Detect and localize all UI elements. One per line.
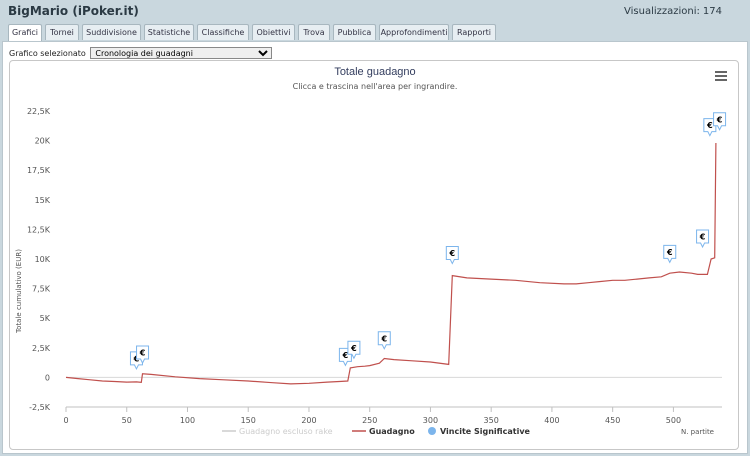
legend: Guadagno escluso rake Guadagno Vincite S…	[222, 427, 531, 436]
euro-icon: €	[699, 232, 706, 241]
chart-selector[interactable]: Cronologia dei guadagni	[90, 47, 273, 59]
y-axis-ticks: -2,5K 0 2,5K 5K 7,5K 10K 12,5K 15K 17,5K 20K 22,5K	[27, 107, 51, 412]
y-tick-label: 17,5K	[27, 166, 51, 175]
flag-shape	[445, 246, 459, 265]
legend-circle-icon	[428, 427, 436, 435]
x-tick-label: 0	[63, 416, 68, 425]
euro-icon: €	[716, 115, 723, 124]
chart-selector-label: Grafico selezionato	[9, 49, 86, 58]
significant-win-flag-icon: €	[136, 345, 150, 365]
significant-wins-markers: €€€€€€€€€€	[129, 112, 727, 371]
tab-statistiche[interactable]: Statistiche	[144, 24, 194, 40]
tab-rapporti[interactable]: Rapporti	[452, 24, 496, 40]
legend-item-vincite[interactable]: Vincite Significative	[428, 427, 531, 436]
x-axis-ticks: 0 50 100 150 200 250 300 350 400 450 500	[63, 407, 681, 425]
x-tick-label: 350	[484, 416, 499, 425]
flag-shape	[663, 244, 677, 264]
tab-approfondimenti[interactable]: Approfondimenti	[379, 24, 449, 40]
earnings-chart[interactable]: -2,5K 0 2,5K 5K 7,5K 10K 12,5K 15K 17,5K 20K 22,5K…	[10, 61, 740, 451]
x-tick-label: 200	[301, 416, 316, 425]
legend-label-vincite: Vincite Significative	[440, 427, 531, 436]
significant-win-flag-icon: €	[377, 331, 391, 350]
chart-subtitle: Clicca e trascina nell'area per ingrandi…	[293, 82, 458, 91]
y-axis-title: Totale cumulativo (EUR)	[15, 249, 23, 334]
menu-icon[interactable]	[712, 69, 730, 83]
title-bar: BigMario (iPoker.it) Visualizzazioni: 174	[0, 0, 750, 24]
views-count: 174	[702, 6, 722, 17]
chart-selector-row: Grafico selezionato Cronologia dei guada…	[9, 47, 273, 59]
significant-win-flag-icon: €	[663, 244, 677, 264]
app-title: BigMario (iPoker.it)	[8, 4, 139, 18]
tab-tornei[interactable]: Tornei	[45, 24, 79, 40]
y-tick-label: 12,5K	[27, 225, 51, 234]
y-tick-label: 7,5K	[32, 285, 51, 294]
y-tick-label: 20K	[35, 137, 51, 146]
significant-win-flag-icon: €	[347, 340, 361, 360]
y-tick-label: 15K	[35, 196, 51, 205]
significant-win-flag-icon: €	[713, 112, 727, 131]
chart-title: Totale guadagno	[334, 66, 415, 78]
x-tick-label: 500	[666, 416, 681, 425]
x-axis-title: N. partite	[681, 428, 714, 436]
tab-pubblica[interactable]: Pubblica	[333, 24, 376, 40]
significant-win-flag-icon: €	[696, 229, 710, 249]
x-tick-label: 300	[423, 416, 438, 425]
series-line-guadagno	[65, 142, 717, 385]
significant-win-flag-icon: €	[445, 246, 459, 265]
y-tick-label: 5K	[40, 314, 51, 323]
x-tick-label: 450	[605, 416, 620, 425]
euro-icon: €	[380, 334, 387, 343]
y-tick-label: 22,5K	[27, 107, 51, 116]
euro-icon: €	[350, 344, 357, 353]
euro-icon: €	[139, 349, 146, 358]
y-tick-label: 2,5K	[32, 344, 51, 353]
x-tick-label: 400	[544, 416, 559, 425]
tab-classifiche[interactable]: Classifiche	[197, 24, 249, 40]
flag-shape	[696, 229, 710, 249]
legend-label-guadagno: Guadagno	[369, 427, 415, 436]
flag-shape	[136, 345, 150, 365]
flag-shape	[347, 340, 361, 360]
x-tick-label: 100	[180, 416, 195, 425]
legend-item-guadagno[interactable]: Guadagno	[352, 427, 415, 436]
x-tick-label: 150	[241, 416, 256, 425]
tab-suddivisione[interactable]: Suddivisione	[82, 24, 141, 40]
euro-icon: €	[449, 249, 456, 258]
content-panel: Grafico selezionato Cronologia dei guada…	[2, 41, 748, 454]
x-tick-label: 50	[122, 416, 132, 425]
y-tick-label: 0	[45, 373, 50, 382]
euro-icon: €	[342, 351, 349, 360]
legend-item-escluso-rake[interactable]: Guadagno escluso rake	[222, 427, 333, 436]
y-tick-label: -2,5K	[29, 403, 51, 412]
euro-icon: €	[706, 121, 713, 130]
tab-obiettivi[interactable]: Obiettivi	[252, 24, 295, 40]
chart-container[interactable]: -2,5K 0 2,5K 5K 7,5K 10K 12,5K 15K 17,5K 20K 22,5K…	[9, 60, 739, 450]
legend-label-escluso-rake: Guadagno escluso rake	[239, 427, 333, 436]
tab-trova[interactable]: Trova	[298, 24, 330, 40]
tab-grafici[interactable]: Grafici	[8, 24, 42, 41]
views-label: Visualizzazioni:	[624, 6, 700, 17]
x-tick-label: 250	[362, 416, 377, 425]
y-tick-label: 10K	[35, 255, 51, 264]
flag-shape	[377, 331, 391, 350]
views-counter: Visualizzazioni: 174	[621, 6, 722, 17]
euro-icon: €	[666, 248, 673, 257]
flag-shape	[713, 112, 727, 131]
